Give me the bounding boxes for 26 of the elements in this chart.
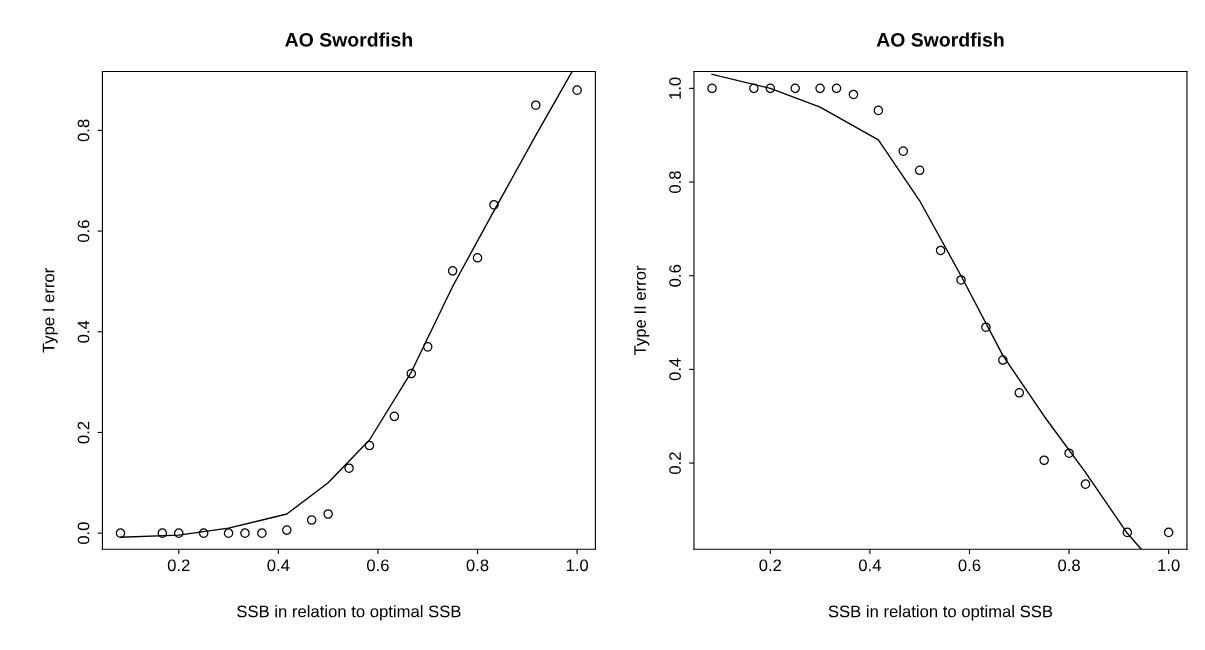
chart-title: AO Swordfish — [285, 32, 412, 47]
y-tick-label: 0.2 — [669, 452, 681, 474]
x-tick-label: 0.2 — [759, 559, 782, 572]
y-tick-label: 0.4 — [669, 358, 681, 381]
x-tick-label: 0.4 — [267, 559, 290, 572]
x-axis-title: SSB in relation to optimal SSB — [828, 605, 1053, 621]
chart-title: AO Swordfish — [876, 32, 1004, 47]
x-axis-title: SSB in relation to optimal SSB — [237, 605, 461, 621]
y-tick-label: 0.4 — [77, 320, 90, 343]
y-tick-label: 1.0 — [669, 77, 681, 99]
y-tick-label: 0.6 — [77, 220, 90, 243]
y-tick-label: 0.6 — [669, 264, 681, 287]
y-tick-label: 0.0 — [77, 522, 90, 545]
y-tick-label: 0.8 — [669, 171, 681, 193]
x-tick-label: 0.8 — [466, 559, 489, 572]
x-tick-label: 0.8 — [1058, 559, 1080, 572]
x-tick-label: 0.6 — [958, 559, 981, 572]
y-tick-label: 0.2 — [77, 421, 90, 444]
y-tick-label: 0.8 — [77, 119, 90, 142]
x-tick-label: 0.4 — [858, 559, 881, 572]
x-tick-label: 0.2 — [167, 559, 190, 572]
x-tick-label: 1.0 — [566, 559, 589, 572]
x-tick-label: 0.6 — [367, 559, 389, 572]
y-axis-title: Type II error — [634, 265, 650, 355]
x-tick-label: 1.0 — [1158, 559, 1180, 572]
y-axis-title: Type I error — [42, 268, 58, 353]
